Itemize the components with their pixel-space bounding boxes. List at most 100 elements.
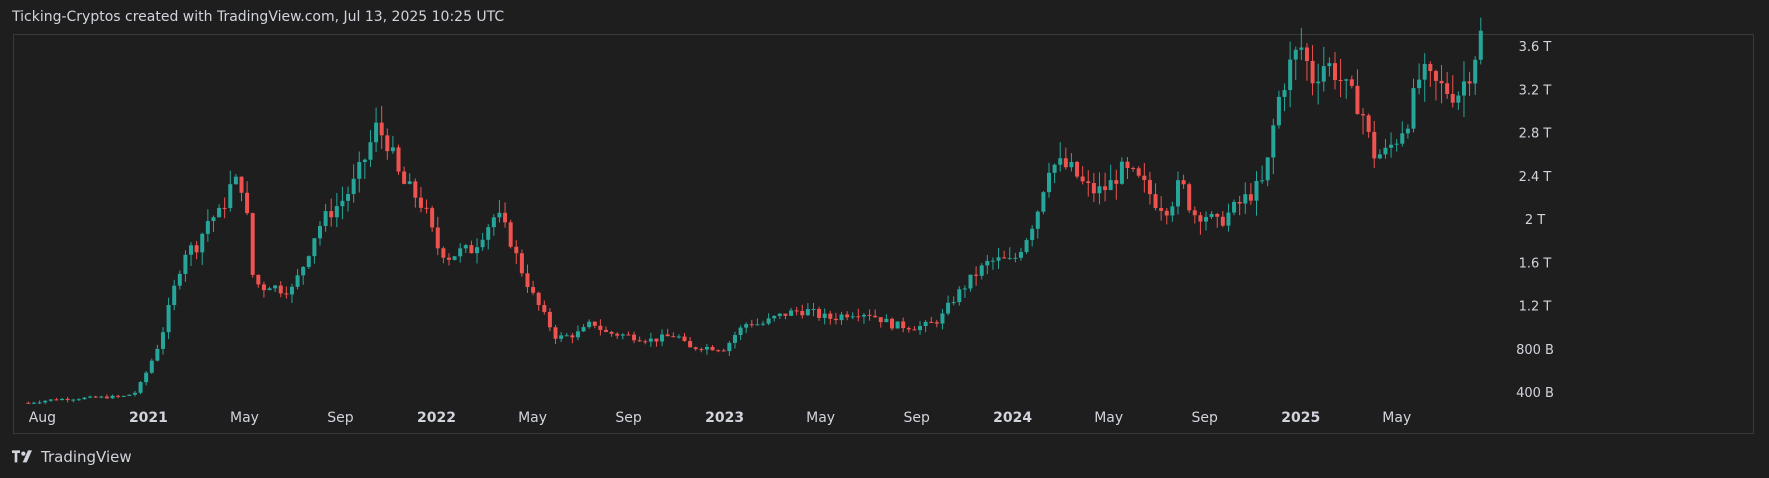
- x-tick-label: Sep: [327, 410, 354, 426]
- y-tick-label: 3.6 T: [1519, 40, 1552, 55]
- candle-down: [615, 333, 620, 336]
- candle-up: [1293, 49, 1298, 60]
- x-tick-label: 2024: [993, 410, 1032, 426]
- candle-up: [1405, 128, 1410, 134]
- candle-up: [121, 395, 126, 397]
- candle-up: [351, 178, 356, 195]
- tradingview-logo-icon: [12, 450, 32, 463]
- candle-up: [951, 302, 956, 304]
- candle-down: [1086, 181, 1091, 184]
- candle-down: [912, 329, 917, 331]
- candle-down: [828, 313, 833, 319]
- candle-down: [418, 197, 423, 208]
- candle-up: [777, 313, 782, 316]
- y-tick-label: 2.4 T: [1519, 170, 1552, 185]
- candle-up: [996, 257, 1001, 261]
- candle-up: [575, 331, 580, 338]
- candle-up: [979, 265, 984, 276]
- candle-down: [1445, 83, 1450, 95]
- candle-down: [278, 285, 283, 294]
- candle-up: [306, 256, 311, 267]
- candle-up: [368, 142, 373, 160]
- x-tick-label: 2023: [705, 410, 744, 426]
- candle-down: [906, 328, 911, 330]
- candle-up: [1417, 79, 1422, 89]
- candle-up: [1035, 211, 1040, 229]
- candle-down: [1433, 71, 1438, 81]
- candle-down: [671, 336, 676, 338]
- candle-up: [1377, 154, 1382, 159]
- candle-up: [1175, 180, 1180, 207]
- candle-down: [794, 310, 799, 312]
- candle-up: [132, 392, 137, 395]
- candle-up: [1473, 59, 1478, 84]
- candle-up: [1018, 252, 1023, 258]
- candle-down: [1181, 180, 1186, 185]
- candle-up: [1411, 88, 1416, 129]
- candle-down: [716, 350, 721, 352]
- candle-down: [1450, 94, 1455, 103]
- candle-down: [435, 227, 440, 249]
- candle-down: [1332, 63, 1337, 81]
- y-tick-label: 400 B: [1516, 386, 1554, 401]
- candle-up: [1299, 47, 1304, 50]
- candle-down: [856, 316, 861, 318]
- candle-up: [1400, 133, 1405, 144]
- candle-up: [1204, 217, 1209, 222]
- candle-down: [592, 321, 597, 326]
- candle-down: [721, 350, 726, 352]
- candle-up: [1007, 258, 1012, 260]
- candle-down: [693, 347, 698, 350]
- candle-up: [480, 239, 485, 248]
- candle-up: [822, 313, 827, 318]
- candle-up: [587, 321, 592, 328]
- candle-up: [805, 309, 810, 316]
- candle-up: [76, 399, 81, 401]
- candle-down: [632, 334, 637, 341]
- candle-down: [508, 222, 513, 247]
- candle-up: [312, 238, 317, 257]
- candle-down: [424, 207, 429, 209]
- candle-up: [200, 233, 205, 253]
- candle-up: [71, 399, 76, 401]
- candle-up: [761, 323, 766, 325]
- candle-down: [1147, 180, 1152, 195]
- candle-up: [172, 285, 177, 305]
- candle-down: [974, 274, 979, 276]
- candle-down: [710, 346, 715, 351]
- x-tick-label: Aug: [29, 410, 56, 426]
- x-tick-label: May: [806, 410, 835, 426]
- candle-down: [817, 308, 822, 318]
- candle-up: [957, 289, 962, 303]
- x-tick-label: 2021: [129, 410, 168, 426]
- candle-up: [1097, 186, 1102, 194]
- candle-up: [648, 338, 653, 342]
- candle-down: [1187, 184, 1192, 211]
- candle-up: [1316, 81, 1321, 84]
- candle-down: [413, 181, 418, 198]
- candle-down: [396, 147, 401, 172]
- candle-down: [800, 310, 805, 316]
- candle-up: [1108, 180, 1113, 191]
- candle-down: [441, 248, 446, 258]
- candle-up: [1030, 228, 1035, 241]
- candle-down: [525, 273, 530, 288]
- candle-down: [1103, 186, 1108, 191]
- tradingview-brand[interactable]: TradingView: [12, 448, 132, 466]
- candle-down: [654, 338, 659, 342]
- candle-up: [189, 245, 194, 255]
- candle-up: [273, 285, 278, 289]
- candle-up: [43, 400, 48, 403]
- candle-up: [1041, 192, 1046, 212]
- candle-down: [637, 340, 642, 342]
- candle-down: [284, 293, 289, 295]
- candle-up: [1394, 143, 1399, 145]
- candle-down: [929, 321, 934, 323]
- y-tick-label: 2 T: [1525, 213, 1545, 228]
- candle-up: [340, 200, 345, 207]
- candle-down: [1310, 60, 1315, 84]
- candle-down: [116, 395, 121, 397]
- candle-up: [346, 194, 351, 201]
- chart-frame: [13, 34, 1754, 434]
